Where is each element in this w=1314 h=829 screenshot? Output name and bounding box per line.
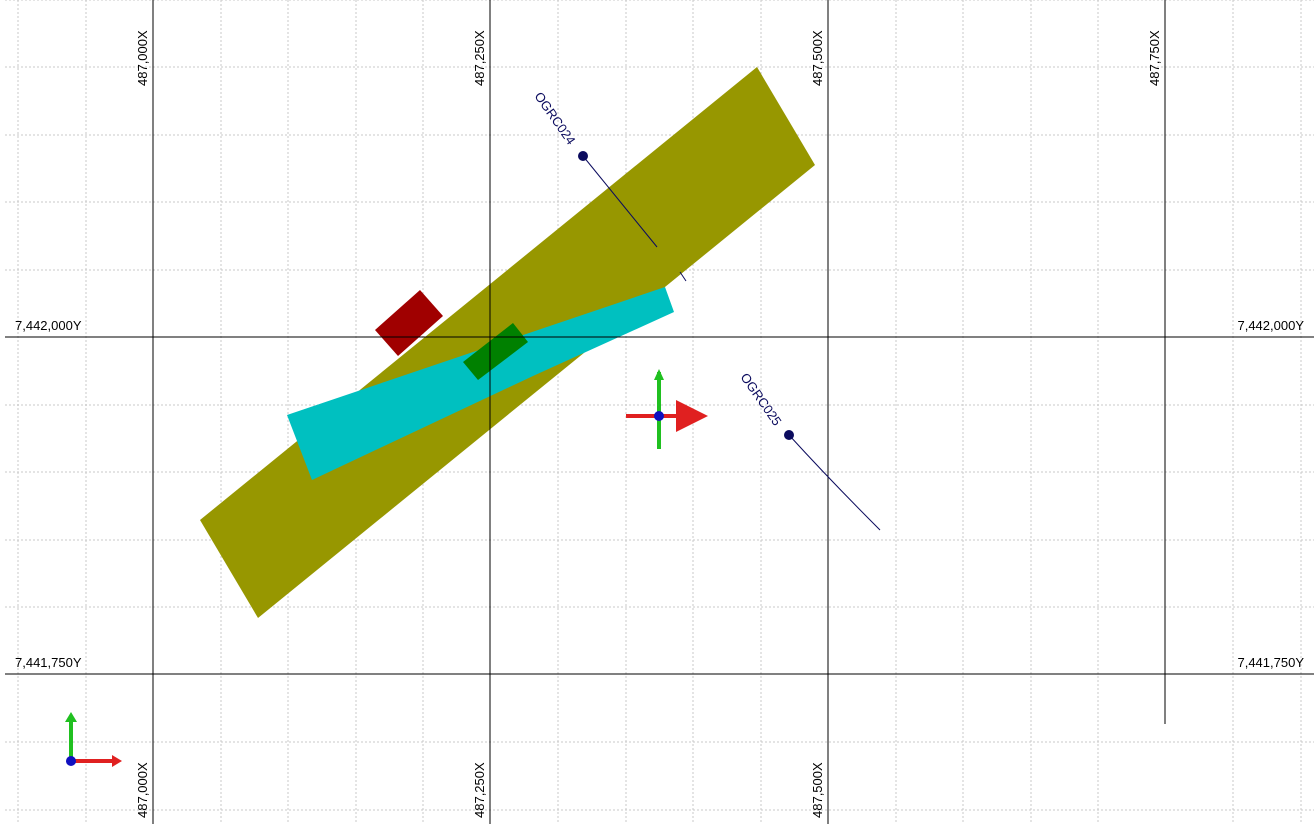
y-label-left-7442000: 7,442,000Y xyxy=(15,318,82,333)
gizmo-y-arrow-icon xyxy=(654,369,664,380)
grid-labels: 487,000X 487,250X 487,500X 487,750X 487,… xyxy=(15,30,1304,818)
x-label-bottom-487000: 487,000X xyxy=(135,762,150,818)
gizmo-center-handle[interactable] xyxy=(654,411,664,421)
y-label-right-7441750: 7,441,750Y xyxy=(1237,655,1304,670)
drillhole-collar[interactable] xyxy=(784,430,794,440)
geology-bodies xyxy=(200,67,815,618)
red-ore-body[interactable] xyxy=(375,290,443,356)
x-label-bottom-487500: 487,500X xyxy=(810,762,825,818)
drillhole-label: OGRC025 xyxy=(738,370,785,428)
major-grid xyxy=(5,0,1314,824)
drillhole-label: OGRC024 xyxy=(532,89,579,147)
drillhole-trace xyxy=(582,155,658,248)
x-label-top-487750: 487,750X xyxy=(1147,30,1162,86)
x-label-bottom-487250: 487,250X xyxy=(472,762,487,818)
drillhole-trace xyxy=(788,434,881,531)
olive-ore-body-overlay xyxy=(540,240,630,320)
y-label-left-7441750: 7,441,750Y xyxy=(15,655,82,670)
drillhole-ogrc025[interactable]: OGRC025 xyxy=(738,370,881,531)
cyan-ore-body[interactable] xyxy=(287,287,674,480)
x-label-top-487250: 487,250X xyxy=(472,30,487,86)
x-label-top-487000: 487,000X xyxy=(135,30,150,86)
x-label-top-487500: 487,500X xyxy=(810,30,825,86)
drillhole-collar[interactable] xyxy=(578,151,588,161)
drillhole-trace-tick xyxy=(679,271,687,282)
y-label-right-7442000: 7,442,000Y xyxy=(1237,318,1304,333)
orientation-axes-icon xyxy=(65,712,122,767)
move-gizmo-icon[interactable] xyxy=(626,369,708,449)
